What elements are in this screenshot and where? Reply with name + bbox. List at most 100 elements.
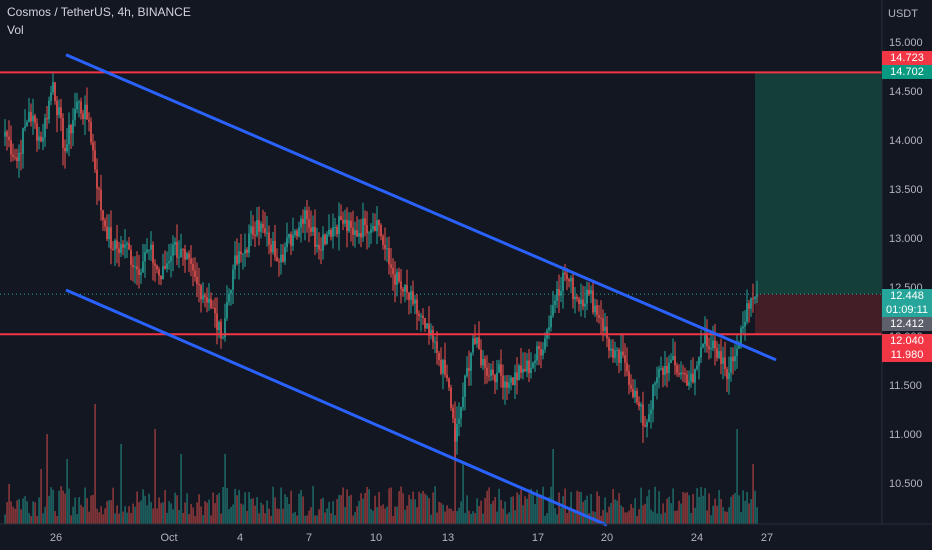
volume-bar: [368, 489, 370, 524]
volume-bar: [512, 496, 514, 524]
volume-bar: [440, 502, 442, 524]
candle-body: [122, 244, 124, 248]
volume-bar: [436, 512, 438, 524]
candle-body: [46, 117, 48, 120]
volume-bar: [698, 496, 700, 524]
volume-bar: [56, 515, 58, 524]
candle-body: [708, 346, 710, 350]
volume-bar: [452, 511, 454, 524]
volume-bar: [408, 494, 410, 524]
candle-body: [428, 323, 430, 336]
candle-body: [90, 121, 92, 143]
volume-bar: [604, 497, 606, 524]
chart-title[interactable]: Cosmos / TetherUS, 4h, BINANCE: [7, 5, 191, 19]
volume-bar: [658, 491, 660, 524]
last-price-value: 12.448: [890, 290, 924, 302]
volume-bar: [102, 514, 104, 524]
volume-bar: [746, 492, 748, 524]
candle-body: [550, 315, 552, 328]
volume-bar: [280, 487, 282, 524]
candle-body: [624, 355, 626, 363]
volume-bar: [274, 497, 276, 524]
candle-body: [682, 372, 684, 374]
candle-body: [612, 348, 614, 358]
volume-bar: [214, 503, 216, 524]
volume-bar: [364, 492, 366, 524]
candle-body: [430, 330, 432, 336]
candle-body: [396, 272, 398, 285]
volume-bar: [524, 496, 526, 524]
volume-bar: [78, 497, 80, 524]
candle-body: [652, 384, 654, 410]
volume-bar: [58, 490, 60, 524]
volume-bar: [412, 491, 414, 524]
candle-body: [196, 276, 198, 285]
volume-bar: [160, 503, 162, 524]
candle-body: [672, 356, 674, 360]
candle-body: [744, 321, 746, 327]
volume-bar: [340, 495, 342, 524]
volume-bar: [138, 502, 140, 524]
candle-body: [224, 318, 226, 338]
volume-bar: [366, 486, 368, 524]
y-tick: 15.000: [889, 37, 923, 49]
candle-body: [276, 256, 278, 262]
candle-body: [632, 388, 634, 397]
volume-bar: [180, 454, 182, 524]
candle-body: [302, 218, 304, 224]
volume-bar: [388, 488, 390, 524]
candle-body: [24, 126, 26, 129]
volume-bar: [304, 515, 306, 524]
volume-bar: [406, 505, 408, 524]
volume-bar: [130, 512, 132, 524]
volume-bar: [68, 488, 70, 524]
candle-body: [340, 216, 342, 221]
candle-body: [108, 227, 110, 240]
y-tick: 13.500: [889, 184, 923, 196]
candle-body: [66, 144, 68, 152]
candle-body: [322, 234, 324, 251]
candle-body: [462, 396, 464, 408]
volume-bar: [738, 495, 740, 524]
candle-body: [12, 154, 14, 157]
volume-bar: [18, 498, 20, 524]
candle-body: [42, 137, 44, 142]
volume-indicator-label[interactable]: Vol: [7, 23, 24, 37]
volume-bar: [330, 513, 332, 524]
volume-bar: [54, 510, 56, 524]
candle-body: [170, 256, 172, 262]
volume-bar: [108, 500, 110, 524]
volume-bar: [550, 486, 552, 524]
volume-bar: [700, 486, 702, 524]
candle-body: [240, 251, 242, 255]
candle-body: [146, 249, 148, 253]
candle-body: [280, 254, 282, 262]
candle-body: [400, 281, 402, 289]
volume-bar: [158, 497, 160, 524]
candle-body: [422, 315, 424, 319]
candle-body: [288, 234, 290, 238]
volume-bar: [118, 513, 120, 524]
candle-body: [292, 234, 294, 246]
candle-body: [316, 244, 318, 247]
volume-bar: [44, 506, 46, 524]
profit-zone: [755, 72, 882, 295]
volume-bar: [540, 494, 542, 524]
horizontal-levels: [0, 71, 882, 336]
volume-bar: [30, 515, 32, 524]
candle-body: [162, 266, 164, 280]
candle-body: [272, 240, 274, 253]
candle-body: [508, 382, 510, 388]
volume-bar: [392, 515, 394, 524]
candle-body: [506, 381, 508, 388]
volume-bar: [206, 502, 208, 524]
volume-bar: [100, 506, 102, 524]
candle-body: [386, 248, 388, 250]
volume-bar: [172, 509, 174, 524]
candle-body: [626, 362, 628, 372]
candle-body: [6, 131, 8, 137]
candle-body: [556, 289, 558, 301]
volume-bar: [110, 500, 112, 524]
volume-bar: [554, 508, 556, 524]
